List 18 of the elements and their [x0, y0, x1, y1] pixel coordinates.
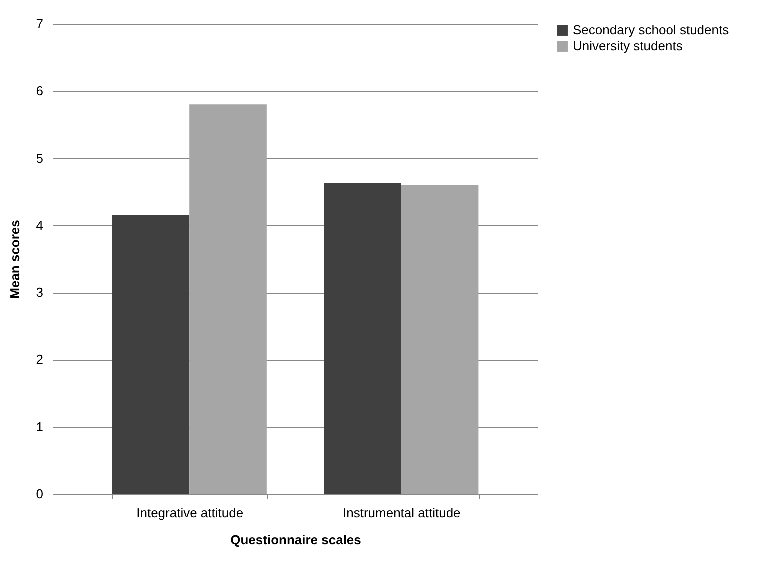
y-tick-label: 5: [36, 150, 44, 166]
y-tick-label: 7: [36, 16, 44, 32]
y-tick-label: 3: [36, 285, 44, 300]
bar: [401, 185, 479, 494]
x-tick-label: Instrumental attitude: [342, 506, 461, 520]
bar: [324, 183, 402, 494]
y-tick-label: 1: [36, 419, 44, 434]
x-axis-title: Questionnaire scales: [230, 532, 362, 548]
legend-label: Secondary school students: [573, 22, 730, 38]
bar: [190, 104, 267, 494]
y-tick-label: 4: [36, 218, 44, 233]
y-tick-label: 6: [36, 84, 44, 99]
y-tick-label: 0: [36, 486, 44, 502]
bar: [112, 215, 190, 494]
legend-label: University students: [573, 38, 684, 54]
y-axis-title: Mean scores: [7, 220, 22, 299]
x-tick-label: Integrative attitude: [136, 506, 244, 520]
y-tick-label: 2: [36, 352, 44, 368]
